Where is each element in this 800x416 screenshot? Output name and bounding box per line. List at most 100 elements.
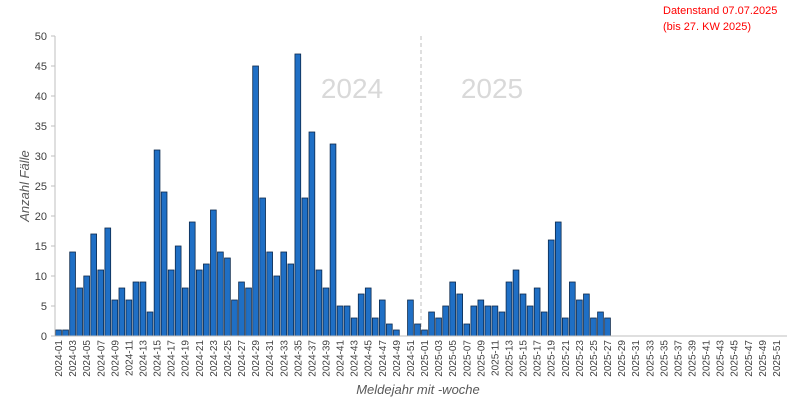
bar <box>266 251 273 337</box>
data-range-note: (bis 27. KW 2025) <box>663 21 751 33</box>
x-tick-label: 2024-33 <box>279 340 290 377</box>
y-axis-ticks: 0 5 10 15 20 25 30 35 40 45 50 <box>35 31 55 343</box>
bar <box>477 299 485 337</box>
y-tick-label: 10 <box>35 271 47 283</box>
bar <box>252 65 259 337</box>
bar <box>139 281 147 337</box>
bar <box>343 305 351 337</box>
bar <box>104 227 112 337</box>
y-tick-label: 25 <box>35 181 47 193</box>
bar <box>231 299 238 337</box>
x-tick-label: 2024-09 <box>110 340 121 377</box>
bar <box>554 221 562 337</box>
x-tick-label: 2025-07 <box>462 340 473 377</box>
bar <box>456 293 463 337</box>
year-labels: 2024 2025 <box>321 73 523 104</box>
bar <box>160 191 168 337</box>
bar <box>519 293 527 337</box>
x-tick-label: 2024-11 <box>124 340 135 376</box>
bar <box>350 317 358 337</box>
y-axis-label: Anzahl Fälle <box>17 150 32 223</box>
x-tick-label: 2025-43 <box>716 340 727 377</box>
bar <box>69 251 76 337</box>
y-tick-label: 30 <box>35 151 47 163</box>
bar <box>484 305 492 337</box>
bar <box>371 317 379 337</box>
x-tick-label: 2024-23 <box>209 340 220 377</box>
x-tick-label: 2025-33 <box>645 340 656 377</box>
x-tick-label: 2025-13 <box>504 340 515 377</box>
bar <box>132 281 140 337</box>
bar <box>597 311 604 337</box>
bar <box>463 323 471 337</box>
x-tick-label: 2024-41 <box>336 340 347 377</box>
bar <box>301 197 309 337</box>
bar <box>315 269 323 337</box>
y-tick-label: 5 <box>41 301 47 313</box>
bar <box>435 317 442 337</box>
bar <box>55 329 62 337</box>
x-tick-label: 2025-41 <box>702 340 713 377</box>
bar <box>576 299 583 337</box>
y-tick-label: 50 <box>35 31 47 43</box>
x-tick-label: 2025-27 <box>603 340 614 377</box>
y-tick-label: 45 <box>35 61 47 73</box>
bar <box>308 131 316 337</box>
bar <box>491 305 499 337</box>
bar <box>393 329 400 337</box>
x-tick-label: 2024-01 <box>54 340 65 377</box>
bar <box>62 329 69 337</box>
x-tick-label: 2024-07 <box>96 340 107 377</box>
bar <box>238 281 245 337</box>
bar <box>442 305 449 337</box>
x-tick-label: 2025-47 <box>744 340 755 377</box>
bar <box>217 251 224 337</box>
x-tick-label: 2024-37 <box>307 340 318 377</box>
x-tick-label: 2025-49 <box>758 340 769 377</box>
bar <box>449 281 456 337</box>
bar <box>224 257 231 337</box>
x-tick-label: 2025-39 <box>687 340 698 377</box>
bar <box>188 221 196 337</box>
x-tick-label: 2025-19 <box>547 340 558 377</box>
bar <box>386 323 393 337</box>
x-tick-label: 2025-51 <box>772 340 783 377</box>
bar <box>329 143 337 337</box>
y-tick-label: 20 <box>35 211 47 223</box>
x-tick-label: 2025-09 <box>476 340 487 377</box>
bar <box>583 293 590 337</box>
x-tick-label: 2025-35 <box>659 340 670 377</box>
x-tick-label: 2024-31 <box>265 340 276 377</box>
bar <box>83 275 90 337</box>
bar <box>569 281 576 337</box>
x-tick-label: 2025-01 <box>420 340 431 377</box>
x-tick-label: 2024-19 <box>181 340 192 377</box>
bar <box>533 287 541 337</box>
bar <box>203 263 210 337</box>
bar <box>505 281 513 337</box>
x-tick-label: 2025-15 <box>519 340 530 377</box>
bar <box>364 287 372 337</box>
x-tick-label: 2024-47 <box>378 340 389 377</box>
bar <box>428 311 435 337</box>
year-label-2025: 2025 <box>461 73 523 104</box>
x-tick-label: 2024-15 <box>153 340 164 377</box>
x-tick-label: 2024-35 <box>293 340 304 377</box>
x-tick-label: 2025-17 <box>533 340 544 377</box>
bar <box>604 317 611 337</box>
bar <box>97 269 105 337</box>
bar <box>357 293 365 337</box>
x-tick-label: 2025-23 <box>575 340 586 377</box>
y-tick-label: 35 <box>35 121 47 133</box>
x-axis-label: Meldejahr mit -woche <box>356 382 480 397</box>
bar <box>195 269 203 337</box>
x-tick-label: 2025-03 <box>434 340 445 377</box>
x-tick-label: 2025-29 <box>617 340 628 377</box>
bar <box>526 305 534 337</box>
bar <box>407 299 414 337</box>
year-label-2024: 2024 <box>321 73 383 104</box>
bar <box>414 323 421 337</box>
x-tick-label: 2024-05 <box>82 340 93 377</box>
